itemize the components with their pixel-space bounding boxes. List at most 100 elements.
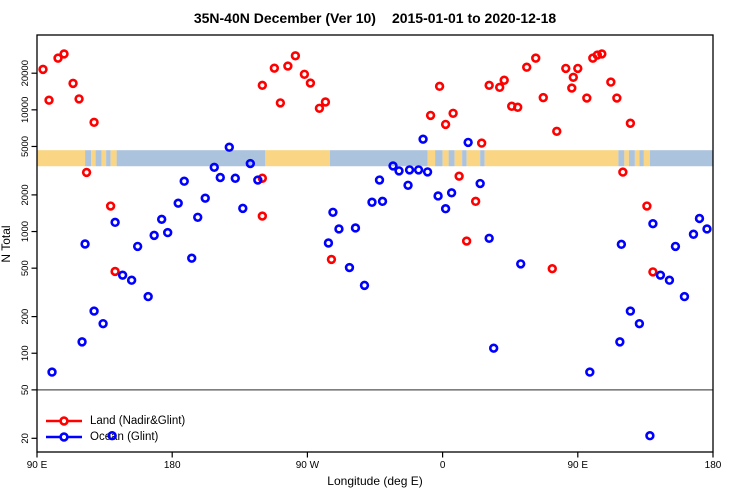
surface-band-segment-land xyxy=(110,150,117,167)
ocean-point xyxy=(200,193,210,203)
ocean-point xyxy=(394,166,404,176)
ocean-point xyxy=(446,188,457,198)
land-point xyxy=(89,117,99,127)
land-point xyxy=(618,167,628,177)
land-point xyxy=(567,83,577,93)
ocean-point xyxy=(440,204,451,214)
surface-band-segment-land xyxy=(624,150,629,167)
land-point xyxy=(74,94,84,104)
land-point xyxy=(470,196,481,207)
y-tick-label: 200 xyxy=(20,309,31,325)
ocean-point xyxy=(388,161,398,171)
plot-box xyxy=(36,34,714,453)
surface-band-segment-land xyxy=(454,150,463,167)
land-point xyxy=(320,97,331,107)
ocean-point xyxy=(193,212,203,222)
surface-band-segment-land xyxy=(442,150,449,167)
ocean-point xyxy=(209,162,219,173)
ocean-point xyxy=(615,337,625,347)
ocean-point xyxy=(655,270,666,280)
ocean-point xyxy=(215,172,225,183)
land-point xyxy=(105,201,116,211)
land-point xyxy=(522,62,532,72)
land-point xyxy=(448,108,458,118)
ocean-point xyxy=(350,223,361,233)
surface-band-segment-land xyxy=(101,150,107,167)
land-point xyxy=(440,119,451,130)
surface-band-segment-ocean xyxy=(649,150,713,167)
ocean-point xyxy=(156,214,167,225)
land-point xyxy=(326,254,337,265)
ocean-point xyxy=(89,306,99,316)
ocean-point xyxy=(80,239,90,249)
ocean-point xyxy=(645,431,655,441)
land-point xyxy=(568,72,578,83)
ocean-point xyxy=(344,262,355,273)
y-axis-label: N Total xyxy=(0,225,13,263)
surface-band-segment-ocean xyxy=(95,150,102,167)
chart-title-dates: 2015-01-01 to 2020-12-18 xyxy=(391,10,557,26)
land-point xyxy=(269,63,280,73)
land-point xyxy=(44,95,54,105)
land-point xyxy=(573,63,583,74)
land-point xyxy=(425,110,436,121)
land-point xyxy=(648,267,658,277)
ocean-point xyxy=(98,318,108,329)
land-point xyxy=(547,264,557,274)
y-tick-label: 5000 xyxy=(20,136,31,157)
ocean-point xyxy=(616,239,627,250)
ocean-point xyxy=(253,175,263,185)
ocean-point xyxy=(149,230,159,241)
ocean-point xyxy=(230,173,240,183)
ocean-point xyxy=(143,291,153,302)
surface-band-segment-ocean xyxy=(329,150,428,167)
surface-band-segment-ocean xyxy=(462,150,467,167)
land-point xyxy=(484,80,494,91)
land-point xyxy=(513,102,523,112)
ocean-point xyxy=(488,343,499,353)
land-point xyxy=(454,171,464,181)
surface-band-segment-ocean xyxy=(639,150,644,167)
x-tick-label: 90 E xyxy=(568,460,589,471)
land-point xyxy=(299,69,310,79)
ocean-point xyxy=(418,134,428,144)
surface-band-segment-land xyxy=(265,150,330,167)
ocean-point xyxy=(404,165,415,175)
x-tick-label: 0 xyxy=(440,460,446,471)
ocean-point xyxy=(484,233,494,243)
land-point xyxy=(625,118,636,128)
surface-band-segment-land xyxy=(37,150,86,167)
ocean-point xyxy=(377,196,388,207)
ocean-point xyxy=(374,175,385,185)
x-axis-label: Longitude (deg E) xyxy=(327,474,423,488)
ocean-point xyxy=(110,217,120,228)
land-point xyxy=(283,61,293,71)
ocean-point xyxy=(688,229,699,239)
ocean-point xyxy=(516,259,526,269)
land-point xyxy=(434,81,445,92)
surface-band-segment-ocean xyxy=(85,150,92,167)
legend-item-land: Land (Nadir&Glint) xyxy=(44,413,185,429)
land-point xyxy=(597,49,607,59)
y-tick-label: 2000 xyxy=(20,184,31,205)
ocean-point xyxy=(585,367,595,377)
ocean-point xyxy=(694,213,705,224)
surface-band-segment-ocean xyxy=(628,150,635,167)
ocean-point xyxy=(334,224,344,234)
land-point xyxy=(538,92,548,103)
surface-band-segment-ocean xyxy=(116,150,266,167)
ocean-point xyxy=(117,270,128,280)
surface-band-segment-land xyxy=(466,150,481,167)
ocean-point xyxy=(679,291,690,302)
land-point xyxy=(257,173,268,183)
surface-band-segment-land xyxy=(634,150,640,167)
y-tick-label: 500 xyxy=(20,260,31,276)
land-point xyxy=(592,50,603,60)
ocean-point xyxy=(664,275,675,285)
legend-land-marker-icon xyxy=(46,416,82,426)
surface-band-segment-land xyxy=(91,150,96,167)
ocean-point xyxy=(179,176,189,186)
land-point xyxy=(494,82,505,93)
land-point xyxy=(314,103,325,113)
